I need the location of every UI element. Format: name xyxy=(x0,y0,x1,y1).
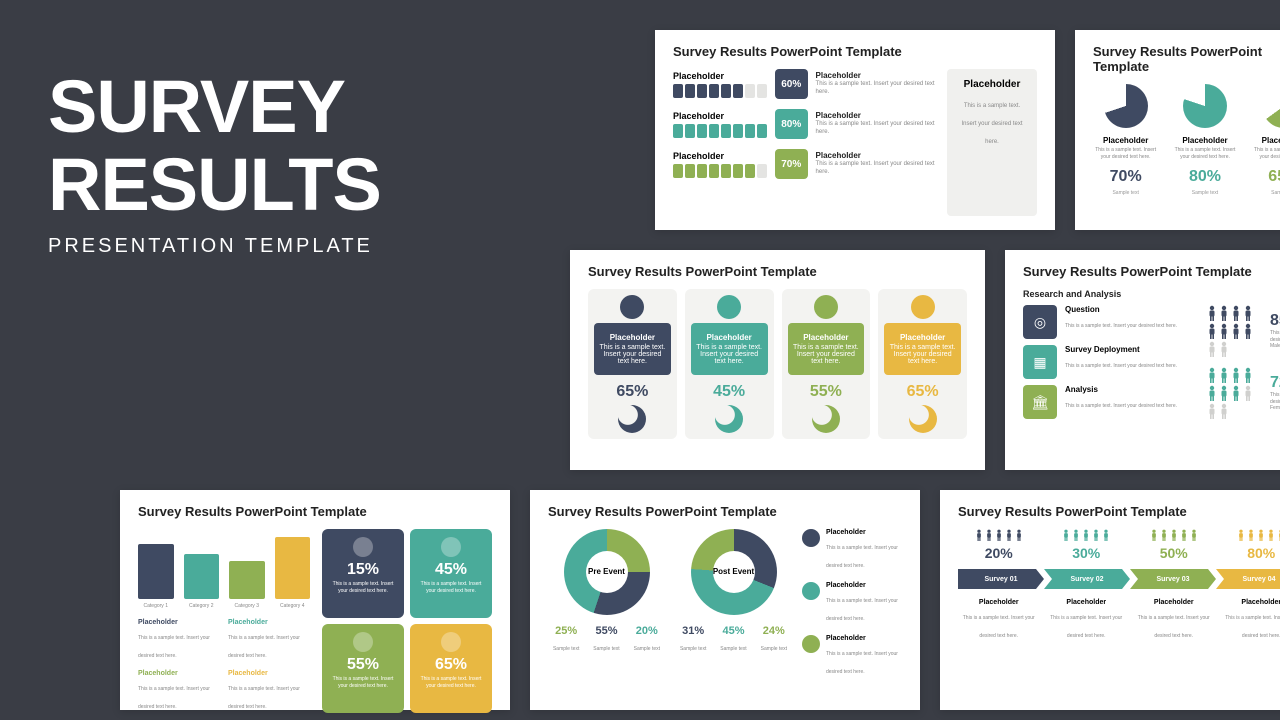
arrow-step: Survey 03 xyxy=(1130,569,1216,589)
slide-pies: Survey Results PowerPoint Template Place… xyxy=(1075,30,1280,230)
pct-badge: 70% xyxy=(775,149,808,179)
cell: PlaceholderThis is a sample text. Insert… xyxy=(228,670,310,713)
moon-icon xyxy=(618,405,646,433)
donut-chart: Post Event xyxy=(691,529,777,615)
pct-box: 65%This is a sample text. Insert your de… xyxy=(410,624,492,713)
chart-bar xyxy=(229,561,265,599)
arrow-step: Survey 01 xyxy=(958,569,1044,589)
box-icon xyxy=(441,537,461,557)
people-col: 50% xyxy=(1133,529,1215,561)
research-icon: ◎ xyxy=(1023,305,1057,339)
cell: PlaceholderThis is a sample text. Insert… xyxy=(228,619,310,662)
pie-col: PlaceholderThis is a sample text. Insert… xyxy=(1093,84,1158,196)
donut-chart: Pre Event xyxy=(564,529,650,615)
box-icon xyxy=(441,632,461,652)
people-col: 80% xyxy=(1221,529,1280,561)
title-line-1: SURVEY xyxy=(48,68,381,146)
chart-bar xyxy=(275,537,311,599)
slide-title: Survey Results PowerPoint Template xyxy=(673,44,1037,59)
slide-donuts: Survey Results PowerPoint Template Pre E… xyxy=(530,490,920,710)
ph-col: PlaceholderThis is a sample text. Insert… xyxy=(958,599,1040,642)
research-icon: 🏛 xyxy=(1023,385,1057,419)
legend-item: PlaceholderThis is a sample text. Insert… xyxy=(802,635,902,678)
chart-bar xyxy=(138,544,174,599)
stat-card: PlaceholderThis is a sample text. Insert… xyxy=(588,289,677,439)
legend-item: PlaceholderThis is a sample text. Insert… xyxy=(802,582,902,625)
pct-badge: 80% xyxy=(775,109,808,139)
slide-bars: Survey Results PowerPoint Template Place… xyxy=(655,30,1055,230)
stat-card: PlaceholderThis is a sample text. Insert… xyxy=(878,289,967,439)
slide-cards: Survey Results PowerPoint Template Place… xyxy=(570,250,985,470)
hero-title: SURVEY RESULTS PRESENTATION TEMPLATE xyxy=(48,68,381,258)
donut-wrap: Pre Event 25%Sample text55%Sample text20… xyxy=(548,529,665,678)
box-icon xyxy=(353,537,373,557)
subtitle: PRESENTATION TEMPLATE xyxy=(48,235,381,258)
arrow-step: Survey 04 xyxy=(1216,569,1280,589)
side-panel: Placeholder This is a sample text. Inser… xyxy=(947,69,1037,216)
slide-research: Survey Results PowerPoint Template Resea… xyxy=(1005,250,1280,470)
title-line-2: RESULTS xyxy=(48,146,381,224)
research-icon: ▦ xyxy=(1023,345,1057,379)
bar-row: Placeholder 70% PlaceholderThis is a sam… xyxy=(673,149,937,179)
ph-col: PlaceholderThis is a sample text. Insert… xyxy=(1133,599,1215,642)
card-icon xyxy=(620,295,644,319)
pie-icon xyxy=(1104,84,1148,128)
stat-card: PlaceholderThis is a sample text. Insert… xyxy=(782,289,871,439)
moon-icon xyxy=(909,405,937,433)
stat-card: PlaceholderThis is a sample text. Insert… xyxy=(685,289,774,439)
chart-bar xyxy=(184,554,220,599)
moon-icon xyxy=(715,405,743,433)
donut-wrap: Post Event 31%Sample text45%Sample text2… xyxy=(675,529,792,678)
bar-row: Placeholder 80% PlaceholderThis is a sam… xyxy=(673,109,937,139)
research-item: ◎ QuestionThis is a sample text. Insert … xyxy=(1023,305,1195,339)
cell: PlaceholderThis is a sample text. Insert… xyxy=(138,619,220,662)
card-icon xyxy=(814,295,838,319)
slide-arrows: Survey Results PowerPoint Template 20% 3… xyxy=(940,490,1280,710)
people-col: 30% xyxy=(1046,529,1128,561)
box-icon xyxy=(353,632,373,652)
pct-badge: 60% xyxy=(775,69,808,99)
ph-col: PlaceholderThis is a sample text. Insert… xyxy=(1221,599,1280,642)
legend-item: PlaceholderThis is a sample text. Insert… xyxy=(802,529,902,572)
pct-box: 45%This is a sample text. Insert your de… xyxy=(410,529,492,618)
card-icon xyxy=(717,295,741,319)
pct-box: 15%This is a sample text. Insert your de… xyxy=(322,529,404,618)
research-item: ▦ Survey DeploymentThis is a sample text… xyxy=(1023,345,1195,379)
pct-box: 55%This is a sample text. Insert your de… xyxy=(322,624,404,713)
card-icon xyxy=(911,295,935,319)
legend-icon xyxy=(802,635,820,653)
slide-bar-grid: Survey Results PowerPoint Template Categ… xyxy=(120,490,510,710)
gender-stat: 72%This is a sample text. Insert your de… xyxy=(1207,367,1280,419)
arrow-step: Survey 02 xyxy=(1044,569,1130,589)
bar-row: Placeholder 60% PlaceholderThis is a sam… xyxy=(673,69,937,99)
people-col: 20% xyxy=(958,529,1040,561)
pie-icon xyxy=(1262,84,1280,128)
ph-col: PlaceholderThis is a sample text. Insert… xyxy=(1046,599,1128,642)
legend-icon xyxy=(802,529,820,547)
pie-col: PlaceholderThis is a sample text. Insert… xyxy=(1252,84,1280,196)
cell: PlaceholderThis is a sample text. Insert… xyxy=(138,670,220,713)
gender-stat: 85%This is a sample text. Insert your de… xyxy=(1207,305,1280,357)
pie-icon xyxy=(1183,84,1227,128)
research-item: 🏛 AnalysisThis is a sample text. Insert … xyxy=(1023,385,1195,419)
moon-icon xyxy=(812,405,840,433)
pie-col: PlaceholderThis is a sample text. Insert… xyxy=(1172,84,1237,196)
legend-icon xyxy=(802,582,820,600)
